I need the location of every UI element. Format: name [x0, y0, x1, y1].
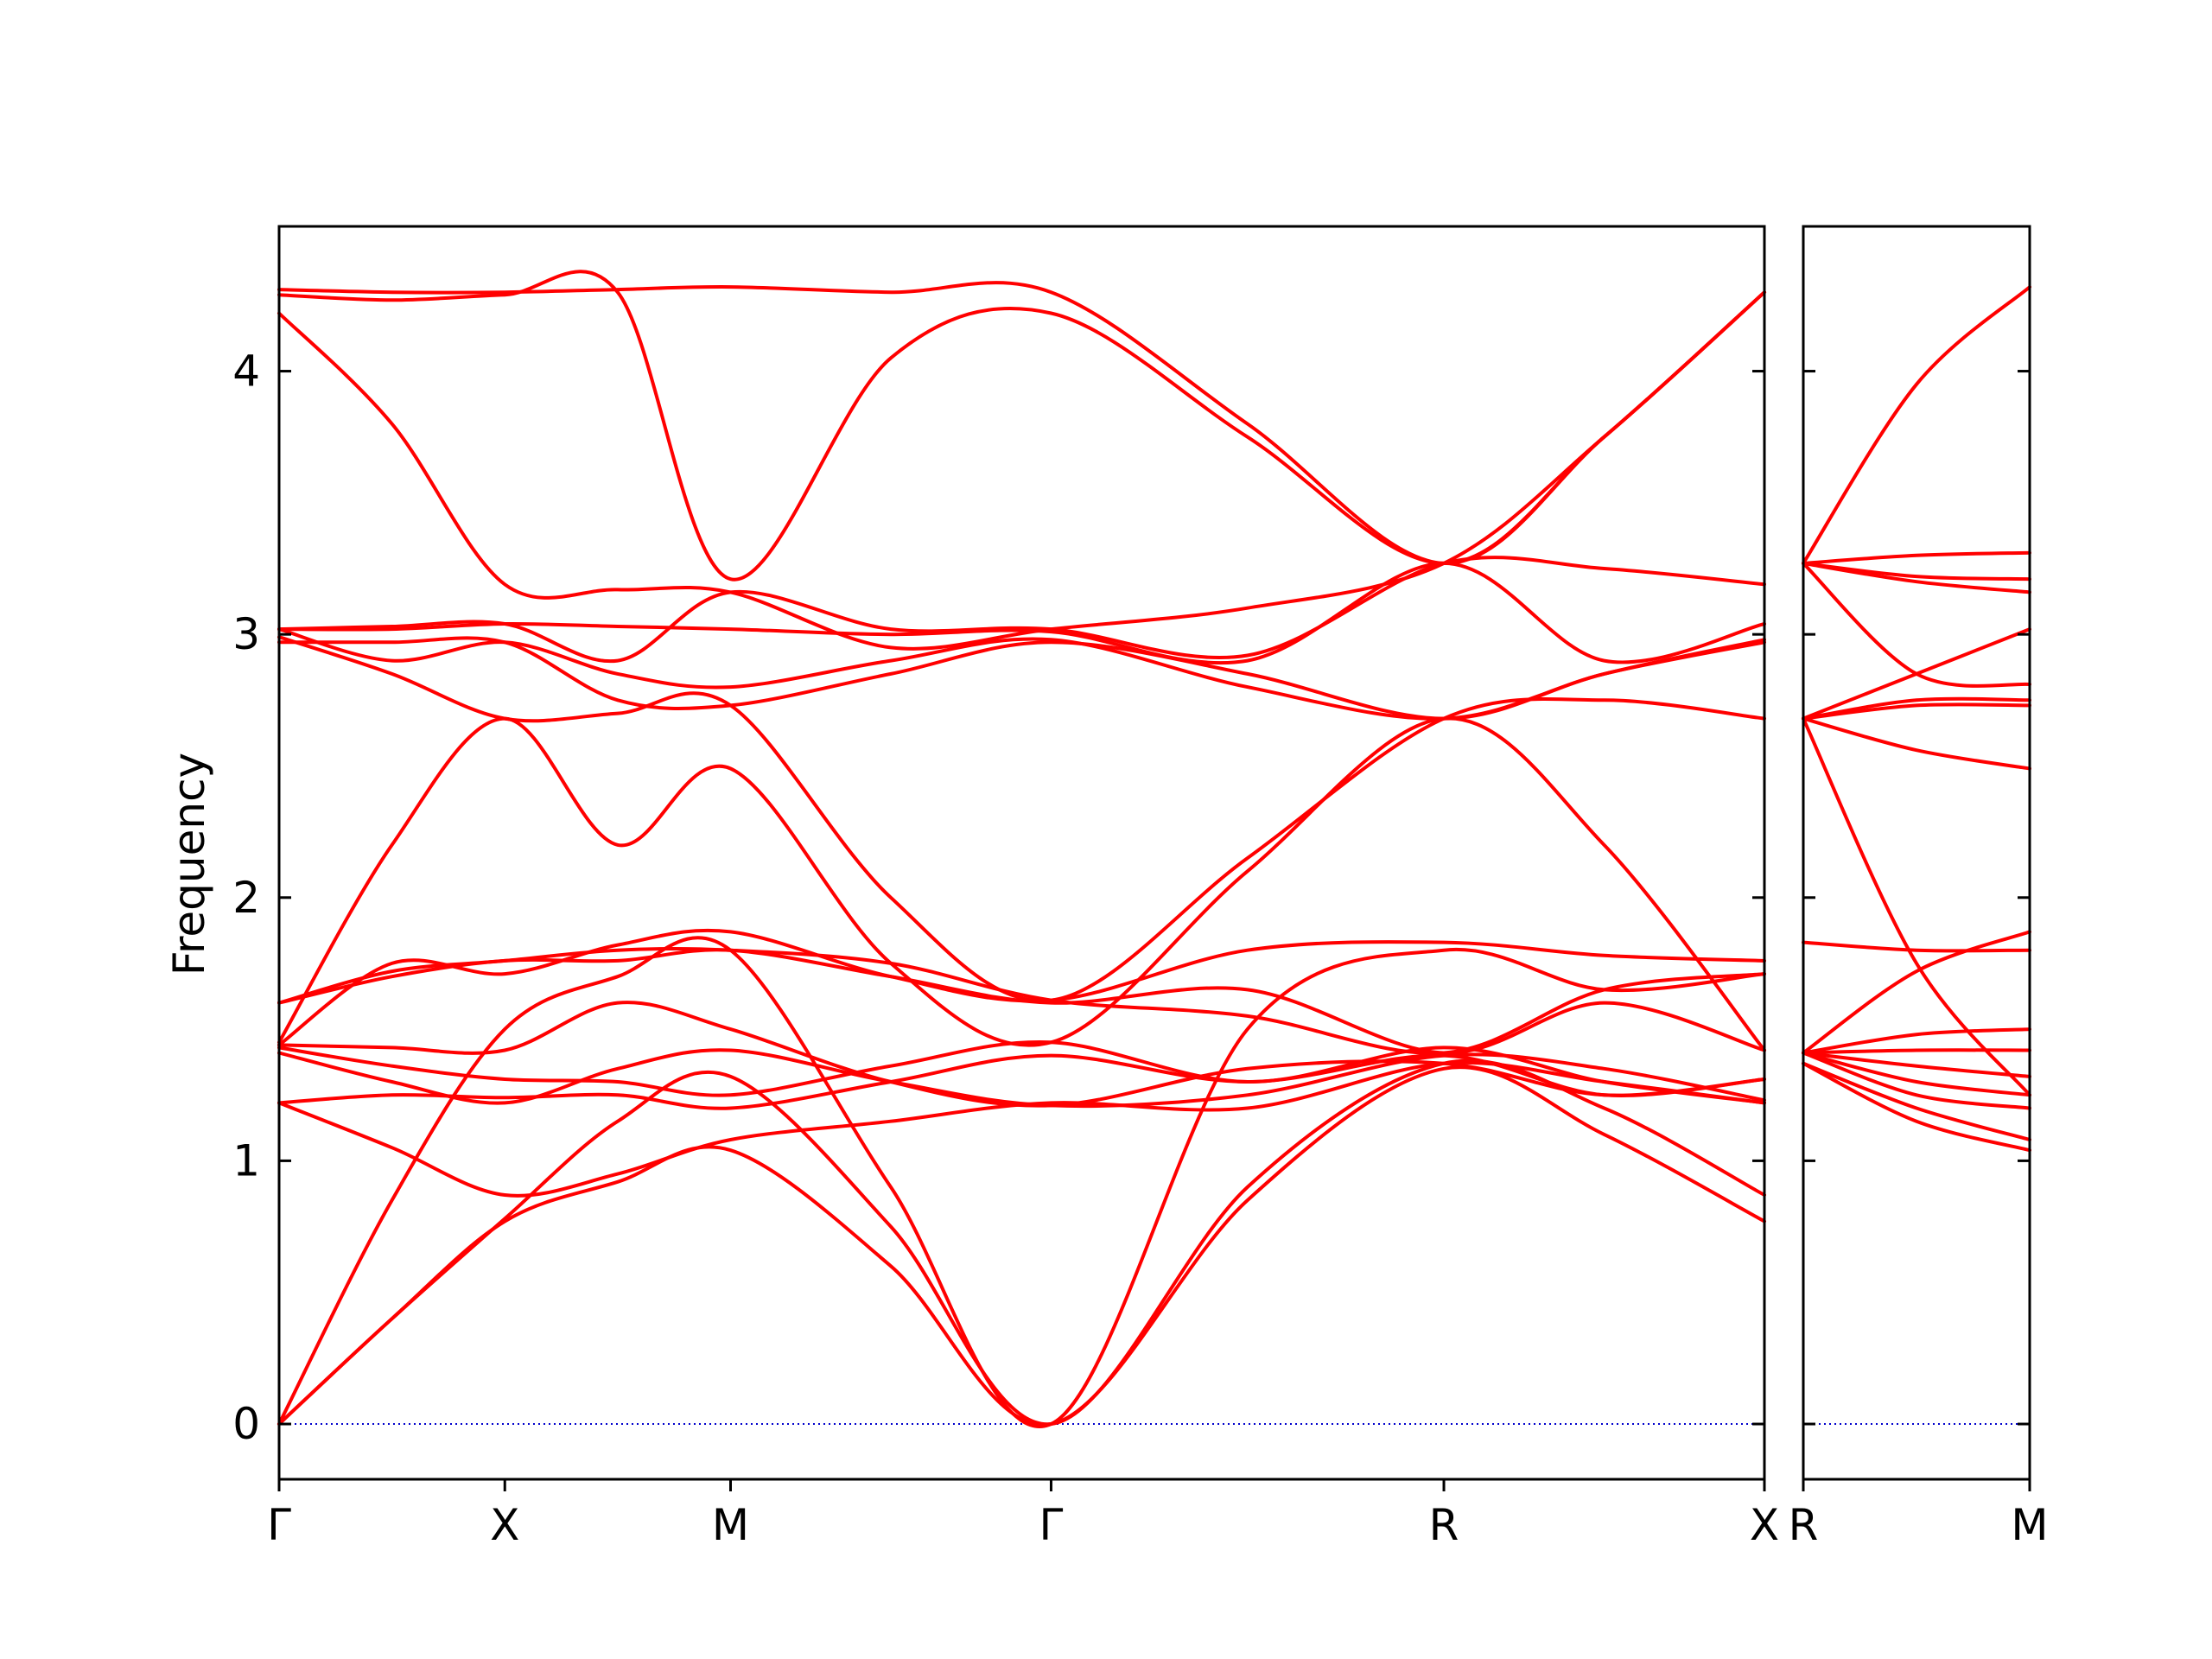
band-line-13	[277, 635, 1766, 1003]
band-line-18	[1802, 550, 2031, 565]
band-line-6	[1802, 1048, 2031, 1055]
band-line-10	[277, 948, 1766, 1055]
band-line-17	[1802, 561, 2031, 582]
band-line-8	[1802, 1027, 2031, 1055]
band-line-9	[277, 928, 1766, 1047]
band-line-5	[1802, 1051, 2031, 1078]
band-line-3	[1802, 1051, 2031, 1110]
band-line-13	[1802, 696, 2031, 721]
x-tick-label: X	[1750, 1500, 1779, 1550]
band-line-15	[277, 627, 1766, 721]
y-axis-label: Frequency	[164, 753, 214, 976]
band-line-4	[1802, 1051, 2031, 1097]
band-line-17	[277, 556, 1766, 664]
band-line-20	[277, 281, 1766, 565]
band-line-8	[277, 1001, 1766, 1108]
x-tick-label: M	[712, 1500, 749, 1550]
x-tick-label: Γ	[1039, 1500, 1064, 1550]
y-tick-label: 1	[232, 1135, 260, 1185]
band-line-1	[277, 1065, 1766, 1427]
band-line-2	[1802, 1061, 2031, 1141]
band-line-18	[277, 290, 1766, 651]
plot-frame	[277, 225, 1766, 1481]
y-tick-label: 2	[232, 873, 260, 923]
y-tick-label: 0	[232, 1399, 260, 1449]
band-line-3	[277, 936, 1766, 1428]
band-line-2	[277, 1058, 1766, 1427]
x-tick-label: R	[1789, 1500, 1819, 1550]
y-tick-label: 3	[232, 609, 260, 659]
band-line-7	[277, 1040, 1766, 1105]
band-line-19	[1802, 285, 2031, 565]
band-line-5	[277, 1053, 1766, 1110]
x-tick-label: M	[2011, 1500, 2048, 1550]
y-tick-label: 4	[232, 346, 260, 397]
band-line-10	[1802, 716, 2031, 1097]
band-line-12	[277, 716, 1766, 1052]
x-tick-label: X	[490, 1500, 519, 1550]
plot-frame	[1802, 225, 2031, 1481]
x-tick-label: Γ	[267, 1500, 291, 1550]
band-line-15	[1802, 561, 2031, 688]
band-line-11	[1802, 716, 2031, 771]
band-line-9	[1802, 940, 2031, 953]
band-line-19	[277, 270, 1766, 582]
band-line-1	[1802, 1061, 2031, 1153]
x-tick-label: R	[1429, 1500, 1459, 1550]
band-line-14	[277, 636, 1766, 721]
band-line-11	[277, 947, 1766, 1055]
band-line-7	[1802, 930, 2031, 1055]
panel-1: 0 1 2 3 4 Γ X M Γ R X	[232, 225, 1779, 1550]
band-line-16	[277, 561, 1766, 665]
